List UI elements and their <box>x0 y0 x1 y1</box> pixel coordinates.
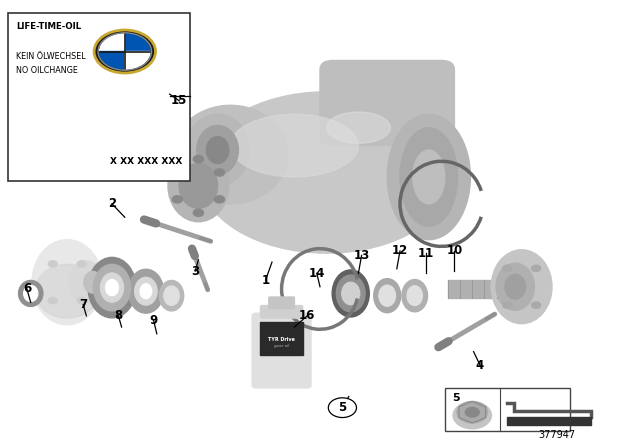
Text: 14: 14 <box>308 267 325 280</box>
Ellipse shape <box>84 271 102 293</box>
Ellipse shape <box>164 286 179 306</box>
Circle shape <box>214 196 225 203</box>
Circle shape <box>98 33 152 70</box>
Text: gear oil: gear oil <box>274 345 289 348</box>
Ellipse shape <box>379 285 396 306</box>
Ellipse shape <box>230 114 358 177</box>
Ellipse shape <box>205 114 448 249</box>
Ellipse shape <box>173 105 288 204</box>
Ellipse shape <box>129 269 164 313</box>
Text: X XX XXX XXX: X XX XXX XXX <box>110 157 182 166</box>
Circle shape <box>77 261 86 267</box>
Circle shape <box>502 265 511 271</box>
Circle shape <box>532 265 541 271</box>
Text: 1: 1 <box>262 273 269 287</box>
Ellipse shape <box>337 275 365 312</box>
Ellipse shape <box>326 112 390 143</box>
Ellipse shape <box>135 277 157 305</box>
Text: 4: 4 <box>476 358 484 372</box>
Ellipse shape <box>69 261 104 304</box>
FancyBboxPatch shape <box>252 313 311 388</box>
Wedge shape <box>100 34 125 52</box>
Circle shape <box>502 302 511 308</box>
Circle shape <box>94 30 156 73</box>
Ellipse shape <box>342 282 360 305</box>
Ellipse shape <box>168 150 229 222</box>
Ellipse shape <box>402 280 428 312</box>
Text: 13: 13 <box>353 249 370 262</box>
Text: TYR Drive: TYR Drive <box>268 336 295 342</box>
Ellipse shape <box>179 164 218 208</box>
Text: 377947: 377947 <box>538 430 575 440</box>
Circle shape <box>532 302 541 308</box>
Ellipse shape <box>32 240 102 325</box>
Text: 9: 9 <box>150 314 157 327</box>
Ellipse shape <box>19 280 43 306</box>
Ellipse shape <box>198 92 454 253</box>
Ellipse shape <box>186 114 250 186</box>
Text: NO OILCHANGE: NO OILCHANGE <box>16 66 78 75</box>
Text: 3: 3 <box>191 264 199 278</box>
Circle shape <box>193 209 204 216</box>
Circle shape <box>172 196 182 203</box>
Ellipse shape <box>496 263 534 310</box>
Ellipse shape <box>140 284 152 298</box>
Circle shape <box>214 169 225 176</box>
Circle shape <box>77 297 86 304</box>
Text: 15: 15 <box>171 94 188 108</box>
Text: 2: 2 <box>108 197 116 211</box>
Text: 16: 16 <box>299 309 316 323</box>
Text: 12: 12 <box>392 244 408 258</box>
Ellipse shape <box>100 273 124 302</box>
Ellipse shape <box>374 279 401 313</box>
Ellipse shape <box>88 257 136 318</box>
Ellipse shape <box>35 264 99 318</box>
Ellipse shape <box>196 125 238 175</box>
Text: LIFE-TIME-OIL: LIFE-TIME-OIL <box>16 22 81 31</box>
Text: KEIN ÖLWECHSEL: KEIN ÖLWECHSEL <box>16 52 86 60</box>
Circle shape <box>328 398 356 418</box>
Text: 8: 8 <box>115 309 122 323</box>
Ellipse shape <box>400 128 458 226</box>
Wedge shape <box>125 52 150 69</box>
Text: 5: 5 <box>452 393 460 403</box>
FancyBboxPatch shape <box>445 388 570 431</box>
Circle shape <box>172 169 182 176</box>
FancyBboxPatch shape <box>8 13 190 181</box>
Circle shape <box>465 407 479 417</box>
Circle shape <box>48 297 57 304</box>
Ellipse shape <box>206 137 228 164</box>
FancyBboxPatch shape <box>260 322 303 355</box>
Circle shape <box>48 261 57 267</box>
Ellipse shape <box>106 280 118 296</box>
Circle shape <box>453 402 492 429</box>
FancyBboxPatch shape <box>320 60 454 146</box>
Ellipse shape <box>159 280 184 311</box>
Ellipse shape <box>492 250 552 323</box>
Ellipse shape <box>332 270 369 317</box>
Ellipse shape <box>407 286 422 306</box>
Wedge shape <box>100 52 125 69</box>
Text: 6: 6 <box>23 282 31 296</box>
Ellipse shape <box>505 274 525 299</box>
Text: 10: 10 <box>446 244 463 258</box>
Ellipse shape <box>387 114 470 240</box>
Text: 11: 11 <box>417 246 434 260</box>
Ellipse shape <box>93 264 131 311</box>
Circle shape <box>457 401 488 423</box>
Wedge shape <box>125 34 150 52</box>
Ellipse shape <box>413 150 445 204</box>
Bar <box>448 280 509 298</box>
Bar <box>508 417 591 425</box>
Circle shape <box>193 155 204 163</box>
Ellipse shape <box>24 285 38 302</box>
FancyBboxPatch shape <box>260 306 303 318</box>
FancyBboxPatch shape <box>269 297 294 309</box>
Text: 5: 5 <box>339 401 346 414</box>
Text: 7: 7 <box>79 298 87 311</box>
